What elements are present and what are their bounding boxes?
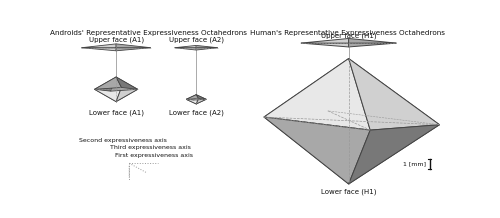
Polygon shape — [174, 48, 196, 50]
Polygon shape — [264, 58, 370, 130]
Text: 1 [mm]: 1 [mm] — [404, 161, 426, 166]
Text: Lower face (H1): Lower face (H1) — [321, 189, 376, 195]
Polygon shape — [94, 77, 122, 89]
Text: Second expressiveness axis: Second expressiveness axis — [79, 138, 167, 143]
Text: Upper face (A1): Upper face (A1) — [88, 36, 144, 43]
Polygon shape — [328, 58, 440, 125]
Text: Lower face (A1): Lower face (A1) — [88, 109, 144, 116]
Polygon shape — [196, 45, 218, 48]
Polygon shape — [264, 111, 348, 184]
Polygon shape — [82, 44, 116, 48]
Polygon shape — [82, 48, 116, 51]
Polygon shape — [110, 89, 138, 102]
Polygon shape — [194, 95, 206, 100]
Polygon shape — [186, 95, 198, 99]
Polygon shape — [94, 87, 122, 102]
Polygon shape — [94, 89, 116, 102]
Polygon shape — [264, 117, 370, 184]
Polygon shape — [116, 77, 138, 89]
Polygon shape — [174, 45, 196, 48]
Text: Third expressiveness axis: Third expressiveness axis — [110, 145, 191, 150]
Polygon shape — [194, 99, 206, 104]
Polygon shape — [348, 43, 397, 47]
Text: First expressiveness axis: First expressiveness axis — [116, 153, 194, 158]
Text: Human's Representative Expressiveness Octahedrons: Human's Representative Expressiveness Oc… — [250, 30, 444, 36]
Polygon shape — [301, 43, 348, 47]
Polygon shape — [348, 39, 397, 43]
Polygon shape — [110, 77, 138, 91]
Polygon shape — [116, 48, 151, 51]
Polygon shape — [186, 95, 196, 100]
Polygon shape — [94, 77, 116, 91]
Polygon shape — [328, 111, 440, 184]
Text: Androids' Representative Expressiveness Octahedrons: Androids' Representative Expressiveness … — [50, 30, 247, 36]
Text: Upper face (A2): Upper face (A2) — [168, 36, 224, 43]
Polygon shape — [116, 87, 138, 102]
Text: Lower face (A2): Lower face (A2) — [169, 109, 224, 116]
Polygon shape — [196, 48, 218, 50]
Polygon shape — [196, 95, 206, 99]
Polygon shape — [348, 125, 440, 184]
Text: Upper face (H1): Upper face (H1) — [321, 32, 376, 39]
Polygon shape — [186, 99, 198, 104]
Polygon shape — [196, 99, 206, 104]
Polygon shape — [186, 99, 196, 104]
Polygon shape — [116, 44, 151, 48]
Polygon shape — [348, 58, 440, 130]
Polygon shape — [301, 39, 348, 43]
Polygon shape — [264, 58, 348, 117]
